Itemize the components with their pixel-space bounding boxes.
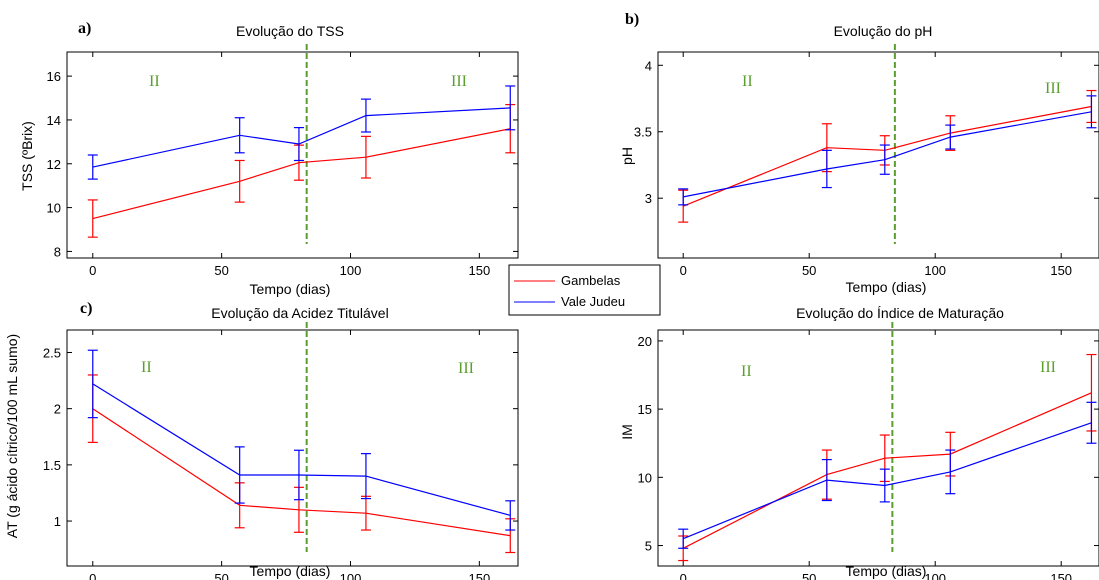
panel-d-plot: 0 50 100 150 5 10 15 20	[638, 322, 1099, 580]
panel-a-plot: 0 50 100 150 8 10 12 14 16	[47, 44, 519, 278]
panel-b-ytick-label: 3	[645, 191, 652, 206]
panel-c-phase-3-label: III	[458, 360, 474, 377]
panel-c-phase-2-label: II	[141, 359, 152, 376]
panel-b-xtick-label: 50	[802, 263, 816, 278]
panel-b-xtick-label: 0	[680, 263, 687, 278]
panel-b-line-gambelas	[682, 105, 1092, 207]
panel-b-xtick-label: 150	[1050, 263, 1072, 278]
panel-a-ytick-label: 16	[47, 69, 61, 84]
panel-b-title: Evolução do pH	[834, 23, 933, 39]
panel-d-xtick-label: 0	[680, 571, 687, 580]
legend-label-vale-judeu: Vale Judeu	[561, 294, 625, 309]
panel-b: b) Evolução do pH Tempo (dias) pH II III…	[619, 11, 1099, 295]
panel-a-axes-box	[66, 51, 519, 259]
panel-a-xtick-label: 0	[89, 263, 96, 278]
panel-b-phase-2-label: II	[742, 73, 753, 90]
panel-b-line-vale-judeu	[683, 111, 1092, 198]
panel-d-phase-2-label: II	[741, 363, 752, 380]
panel-d-xtick-label: 100	[924, 571, 946, 580]
panel-b-ytick-label: 3.5	[634, 125, 652, 140]
panel-c-xtick-label: 50	[214, 571, 228, 580]
panel-a-ytick-label: 10	[47, 201, 61, 216]
panel-c-ytick-label: 1.5	[43, 458, 61, 473]
panel-a-line-vale-judeu	[92, 107, 511, 168]
panel-d-ytick-label: 5	[645, 539, 652, 554]
panel-a-phase-3-label: III	[451, 73, 467, 90]
panel-c-ylabel: AT (g ácido cítrico/100 mL sumo)	[4, 334, 20, 538]
panel-b-phase-3-label: III	[1045, 80, 1061, 97]
panel-a-ytick-label: 12	[47, 157, 61, 172]
panel-d-line-vale-judeu	[682, 422, 1092, 540]
panel-b-xtick-label: 100	[924, 263, 946, 278]
panel-a-line-gambelas	[92, 128, 511, 220]
panel-d-xlabel: Tempo (dias)	[846, 563, 927, 579]
panel-c-xtick-label: 150	[468, 571, 490, 580]
panel-a-xtick-label: 150	[468, 263, 490, 278]
panel-a-ytick-label: 14	[47, 113, 61, 128]
panel-d-xtick-label: 150	[1050, 571, 1072, 580]
panel-d-ytick-label: 10	[638, 470, 652, 485]
panel-d-ylabel: IM	[619, 424, 635, 440]
panel-a-xlabel: Tempo (dias)	[250, 281, 331, 297]
panel-a-label: a)	[78, 20, 91, 37]
panel-c-ytick-label: 2.5	[43, 345, 61, 360]
panel-a-phase-2-label: II	[149, 73, 160, 90]
panel-c-ytick-label: 2	[54, 402, 61, 417]
panel-a-xtick-label: 100	[340, 263, 362, 278]
panel-d-line-gambelas	[682, 392, 1092, 549]
legend-label-gambelas: Gambelas	[561, 273, 621, 288]
panel-a-title: Evolução do TSS	[236, 23, 344, 39]
panel-d-xtick-label: 50	[802, 571, 816, 580]
panel-c-title: Evolução da Acidez Titulável	[211, 305, 388, 321]
panel-b-plot: 0 50 100 150 3 3.5 4	[634, 44, 1099, 278]
panel-b-xlabel: Tempo (dias)	[846, 279, 927, 295]
panel-c-label: c)	[80, 300, 92, 317]
panel-c-line-gambelas	[92, 408, 511, 537]
panel-c-ytick-label: 1	[54, 514, 61, 529]
panel-d-phase-3-label: III	[1040, 359, 1056, 376]
panel-d-title: Evolução do Índice de Maturação	[796, 305, 1004, 321]
panel-b-ytick-label: 4	[645, 58, 652, 73]
panel-d: d) Evolução do Índice de Maturação Tempo…	[619, 297, 1099, 580]
legend-box	[508, 264, 661, 316]
panel-d-ytick-label: 15	[638, 402, 652, 417]
panel-c: c) Evolução da Acidez Titulável Tempo (d…	[4, 300, 519, 580]
legend: Gambelas Vale Judeu	[508, 264, 661, 316]
panel-b-axes-box	[657, 51, 1099, 259]
panel-d-ytick-label: 20	[638, 334, 652, 349]
panel-b-ylabel: pH	[619, 147, 635, 165]
panel-a-ylabel: TSS (ºBrix)	[19, 121, 35, 191]
panel-c-plot: 0 50 100 150 1 1.5 2 2.5	[43, 322, 519, 580]
panel-d-axes-box	[657, 329, 1099, 567]
panel-c-xlabel: Tempo (dias)	[250, 563, 331, 579]
panel-c-xtick-label: 100	[340, 571, 362, 580]
panel-a-ytick-label: 8	[54, 244, 61, 259]
panel-c-xtick-label: 0	[89, 571, 96, 580]
panel-a: a) Evolução do TSS Tempo (dias) TSS (ºBr…	[19, 20, 519, 297]
panel-c-axes-box	[66, 329, 519, 567]
panel-b-label: b)	[625, 11, 639, 28]
panel-a-xtick-label: 50	[214, 263, 228, 278]
